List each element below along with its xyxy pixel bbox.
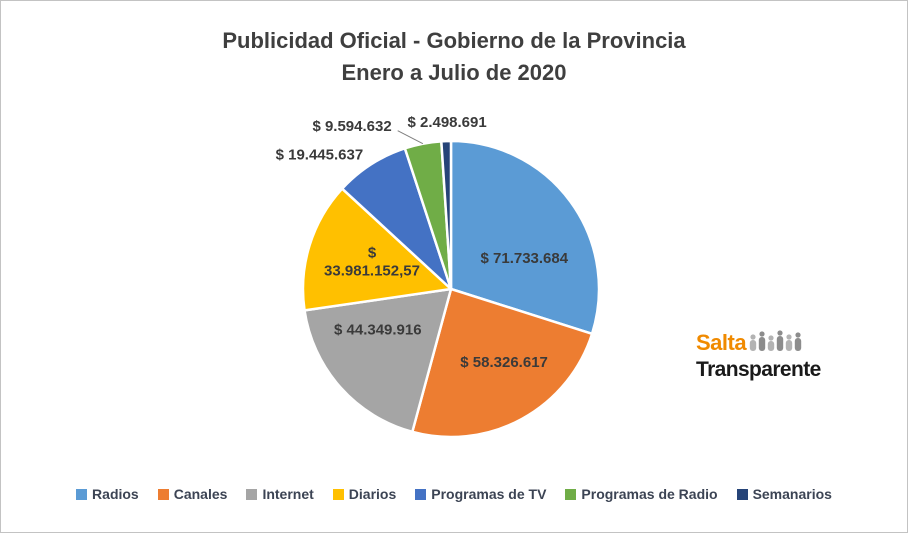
- pie-slice-diarios: [301, 187, 453, 312]
- legend-label: Radios: [92, 486, 139, 502]
- legend-label: Programas de TV: [431, 486, 547, 502]
- logo-text-transparente: Transparente: [696, 358, 821, 381]
- salta-transparente-logo: Salta Transparente: [696, 330, 821, 381]
- data-label-diarios: $33.981.152,57: [324, 244, 420, 279]
- people-icons: [749, 330, 802, 351]
- data-label-programas-de-radio: $ 9.594.632: [312, 118, 391, 135]
- pie-slice-internet: [303, 287, 453, 434]
- data-label-programas-de-tv: $ 19.445.637: [276, 147, 364, 164]
- logo-text-salta: Salta: [696, 330, 747, 355]
- chart-subtitle: Enero a Julio de 2020: [341, 60, 567, 85]
- legend-item-programas-de-tv: Programas de TV: [415, 486, 546, 502]
- legend-label: Canales: [173, 486, 228, 502]
- pie-slice-radios: [449, 139, 601, 336]
- legend-item-canales: Canales: [157, 486, 228, 502]
- legend-swatch-canales: [157, 488, 169, 500]
- chart-title-block: Publicidad Oficial - Gobierno de la Prov…: [1, 25, 907, 89]
- legend-swatch-internet: [246, 488, 258, 500]
- logo-top-row: Salta: [696, 330, 821, 356]
- data-label-semanarios: $ 2.498.691: [407, 114, 486, 131]
- legend-item-programas-de-radio: Programas de Radio: [565, 486, 718, 502]
- label-leader-line: [397, 130, 424, 145]
- legend-swatch-semanarios: [736, 488, 748, 500]
- data-label-internet: $ 44.349.916: [334, 322, 422, 339]
- legend-item-internet: Internet: [246, 486, 314, 502]
- legend-label: Diarios: [348, 486, 397, 502]
- pie-slice-canales: [411, 287, 594, 439]
- legend-label: Internet: [262, 486, 314, 502]
- chart-title: Publicidad Oficial - Gobierno de la Prov…: [222, 28, 686, 53]
- legend-label: Programas de Radio: [581, 486, 718, 502]
- legend: Radios Canales Internet Diarios Programas de…: [1, 486, 907, 502]
- legend-swatch-programas-de-radio: [565, 488, 577, 500]
- legend-item-semanarios: Semanarios: [736, 486, 832, 502]
- data-label-radios: $ 71.733.684: [481, 250, 569, 267]
- legend-label: Semanarios: [752, 486, 832, 502]
- pie-slice-semanarios: [440, 139, 453, 291]
- legend-swatch-diarios: [332, 488, 344, 500]
- legend-swatch-radios: [76, 488, 88, 500]
- data-label-canales: $ 58.326.617: [460, 354, 548, 371]
- legend-item-radios: Radios: [76, 486, 139, 502]
- legend-swatch-programas-de-tv: [415, 488, 427, 500]
- legend-item-diarios: Diarios: [332, 486, 397, 502]
